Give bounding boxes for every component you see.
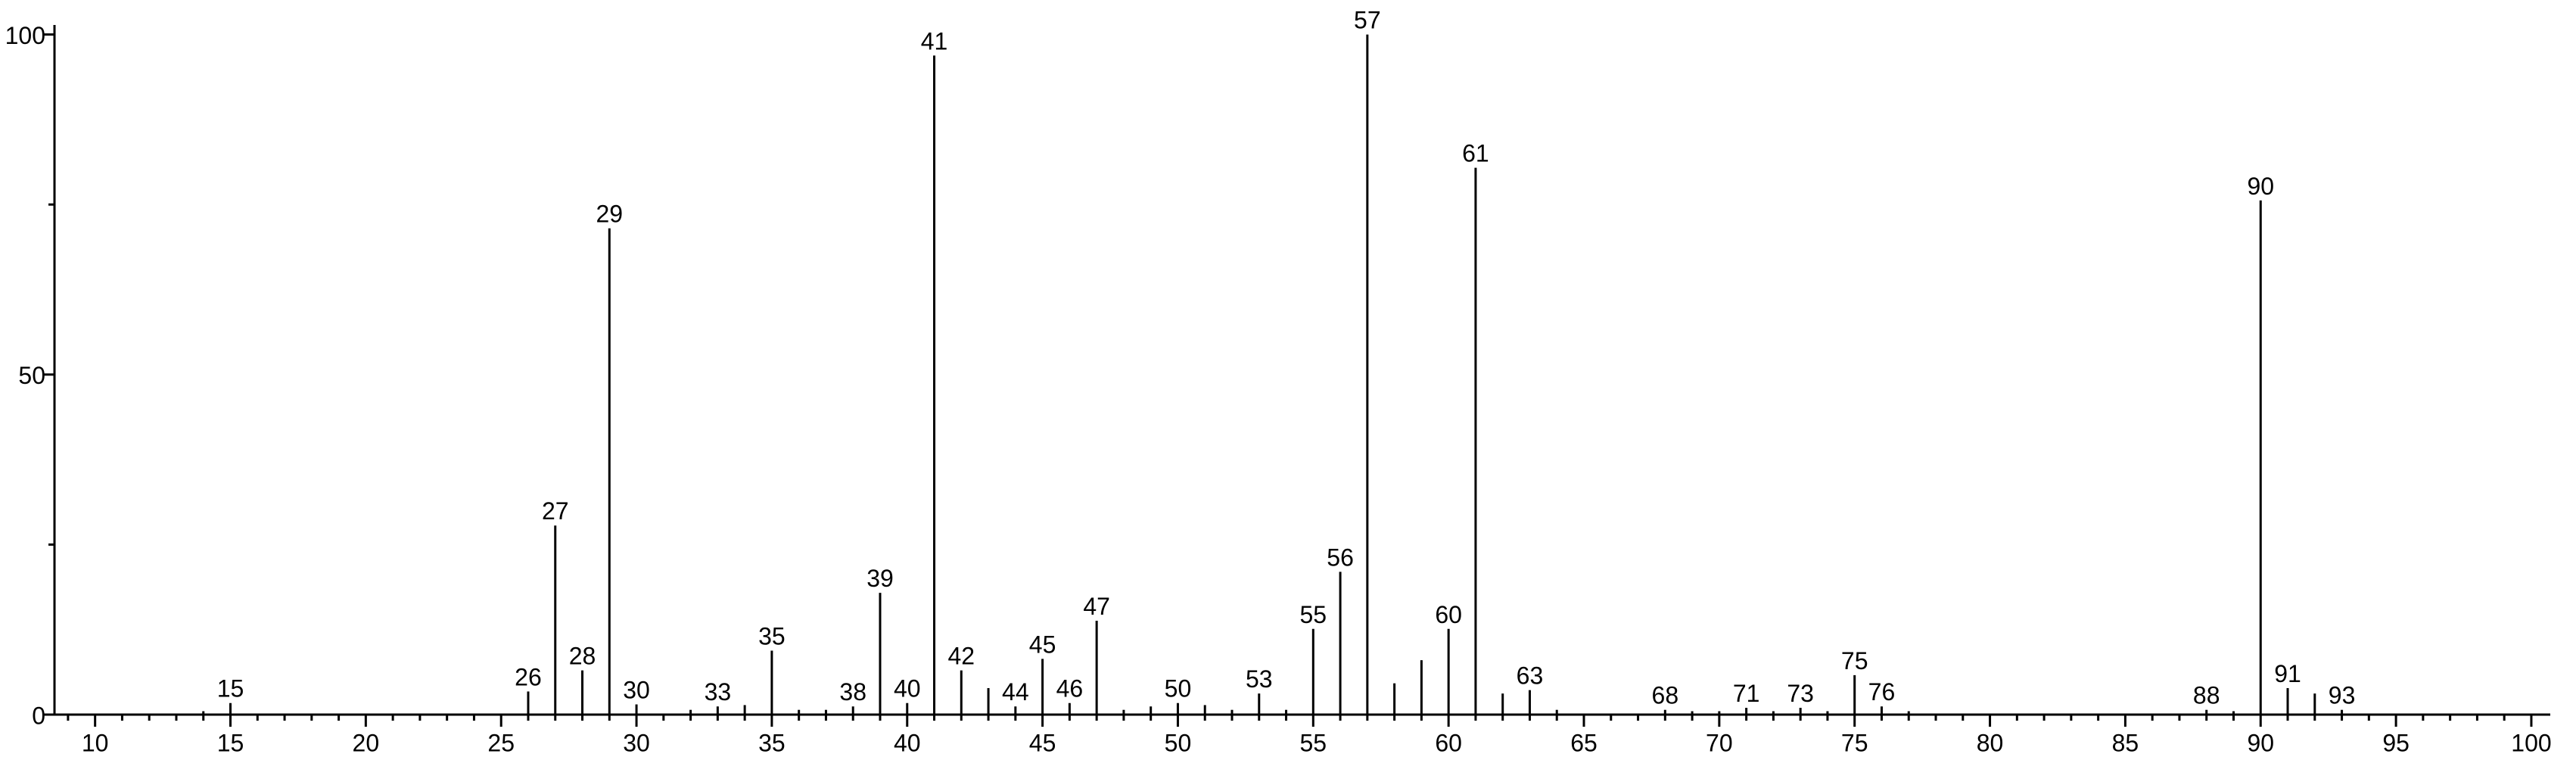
peak-label: 68 [1652,682,1679,709]
x-tick-label: 95 [2382,729,2410,756]
peak-label: 35 [758,623,786,650]
peak-label: 63 [1517,662,1544,690]
x-tick-label: 35 [758,729,786,756]
peak-label: 41 [921,27,948,55]
peak-label: 15 [217,675,244,702]
x-tick-label: 10 [82,729,109,756]
x-tick-label: 50 [1165,729,1192,756]
x-tick-label: 80 [1977,729,2004,756]
peak-label: 33 [705,678,732,706]
peak-label: 90 [2247,173,2274,200]
peak-label: 38 [839,678,866,706]
peak-label: 29 [596,201,623,228]
peak-label: 40 [894,675,921,702]
x-tick-label: 30 [623,729,650,756]
x-tick-label: 90 [2247,729,2274,756]
x-tick-label: 65 [1570,729,1598,756]
y-tick-label: 0 [32,702,45,729]
x-tick-label: 15 [217,729,244,756]
peak-label: 73 [1787,680,1814,707]
peak-label: 75 [1841,647,1868,674]
peak-label: 45 [1029,631,1056,658]
peak-label: 57 [1354,7,1381,34]
peak-label: 46 [1056,675,1084,702]
peak-label: 93 [2329,682,2356,709]
peak-label: 42 [948,643,975,670]
x-tick-label: 75 [1841,729,1868,756]
peak-label: 47 [1083,593,1110,620]
peak-label: 55 [1300,601,1327,628]
x-tick-label: 60 [1435,729,1462,756]
peak-label: 27 [542,497,569,525]
x-tick-label: 85 [2112,729,2139,756]
peak-label: 71 [1733,680,1760,707]
peak-label: 91 [2274,660,2301,687]
x-tick-label: 40 [894,729,921,756]
peak-label: 88 [2193,682,2220,709]
peak-label: 53 [1246,665,1273,693]
peak-label: 26 [515,663,542,690]
peak-label: 76 [1868,678,1896,706]
x-tick-label: 70 [1706,729,1733,756]
x-tick-label: 55 [1300,729,1327,756]
peak-label: 44 [1002,678,1029,706]
y-tick-label: 50 [18,362,45,389]
x-tick-label: 100 [2511,729,2551,756]
x-tick-label: 45 [1029,729,1056,756]
peak-label: 30 [623,677,650,704]
peak-label: 50 [1165,675,1192,702]
peak-label: 56 [1327,544,1354,571]
x-tick-label: 25 [487,729,515,756]
peak-label: 39 [866,565,894,592]
peak-label: 28 [569,643,596,670]
peak-label: 61 [1462,140,1489,167]
x-tick-label: 20 [353,729,380,756]
peak-label: 60 [1435,601,1462,628]
y-tick-label: 100 [5,22,45,49]
